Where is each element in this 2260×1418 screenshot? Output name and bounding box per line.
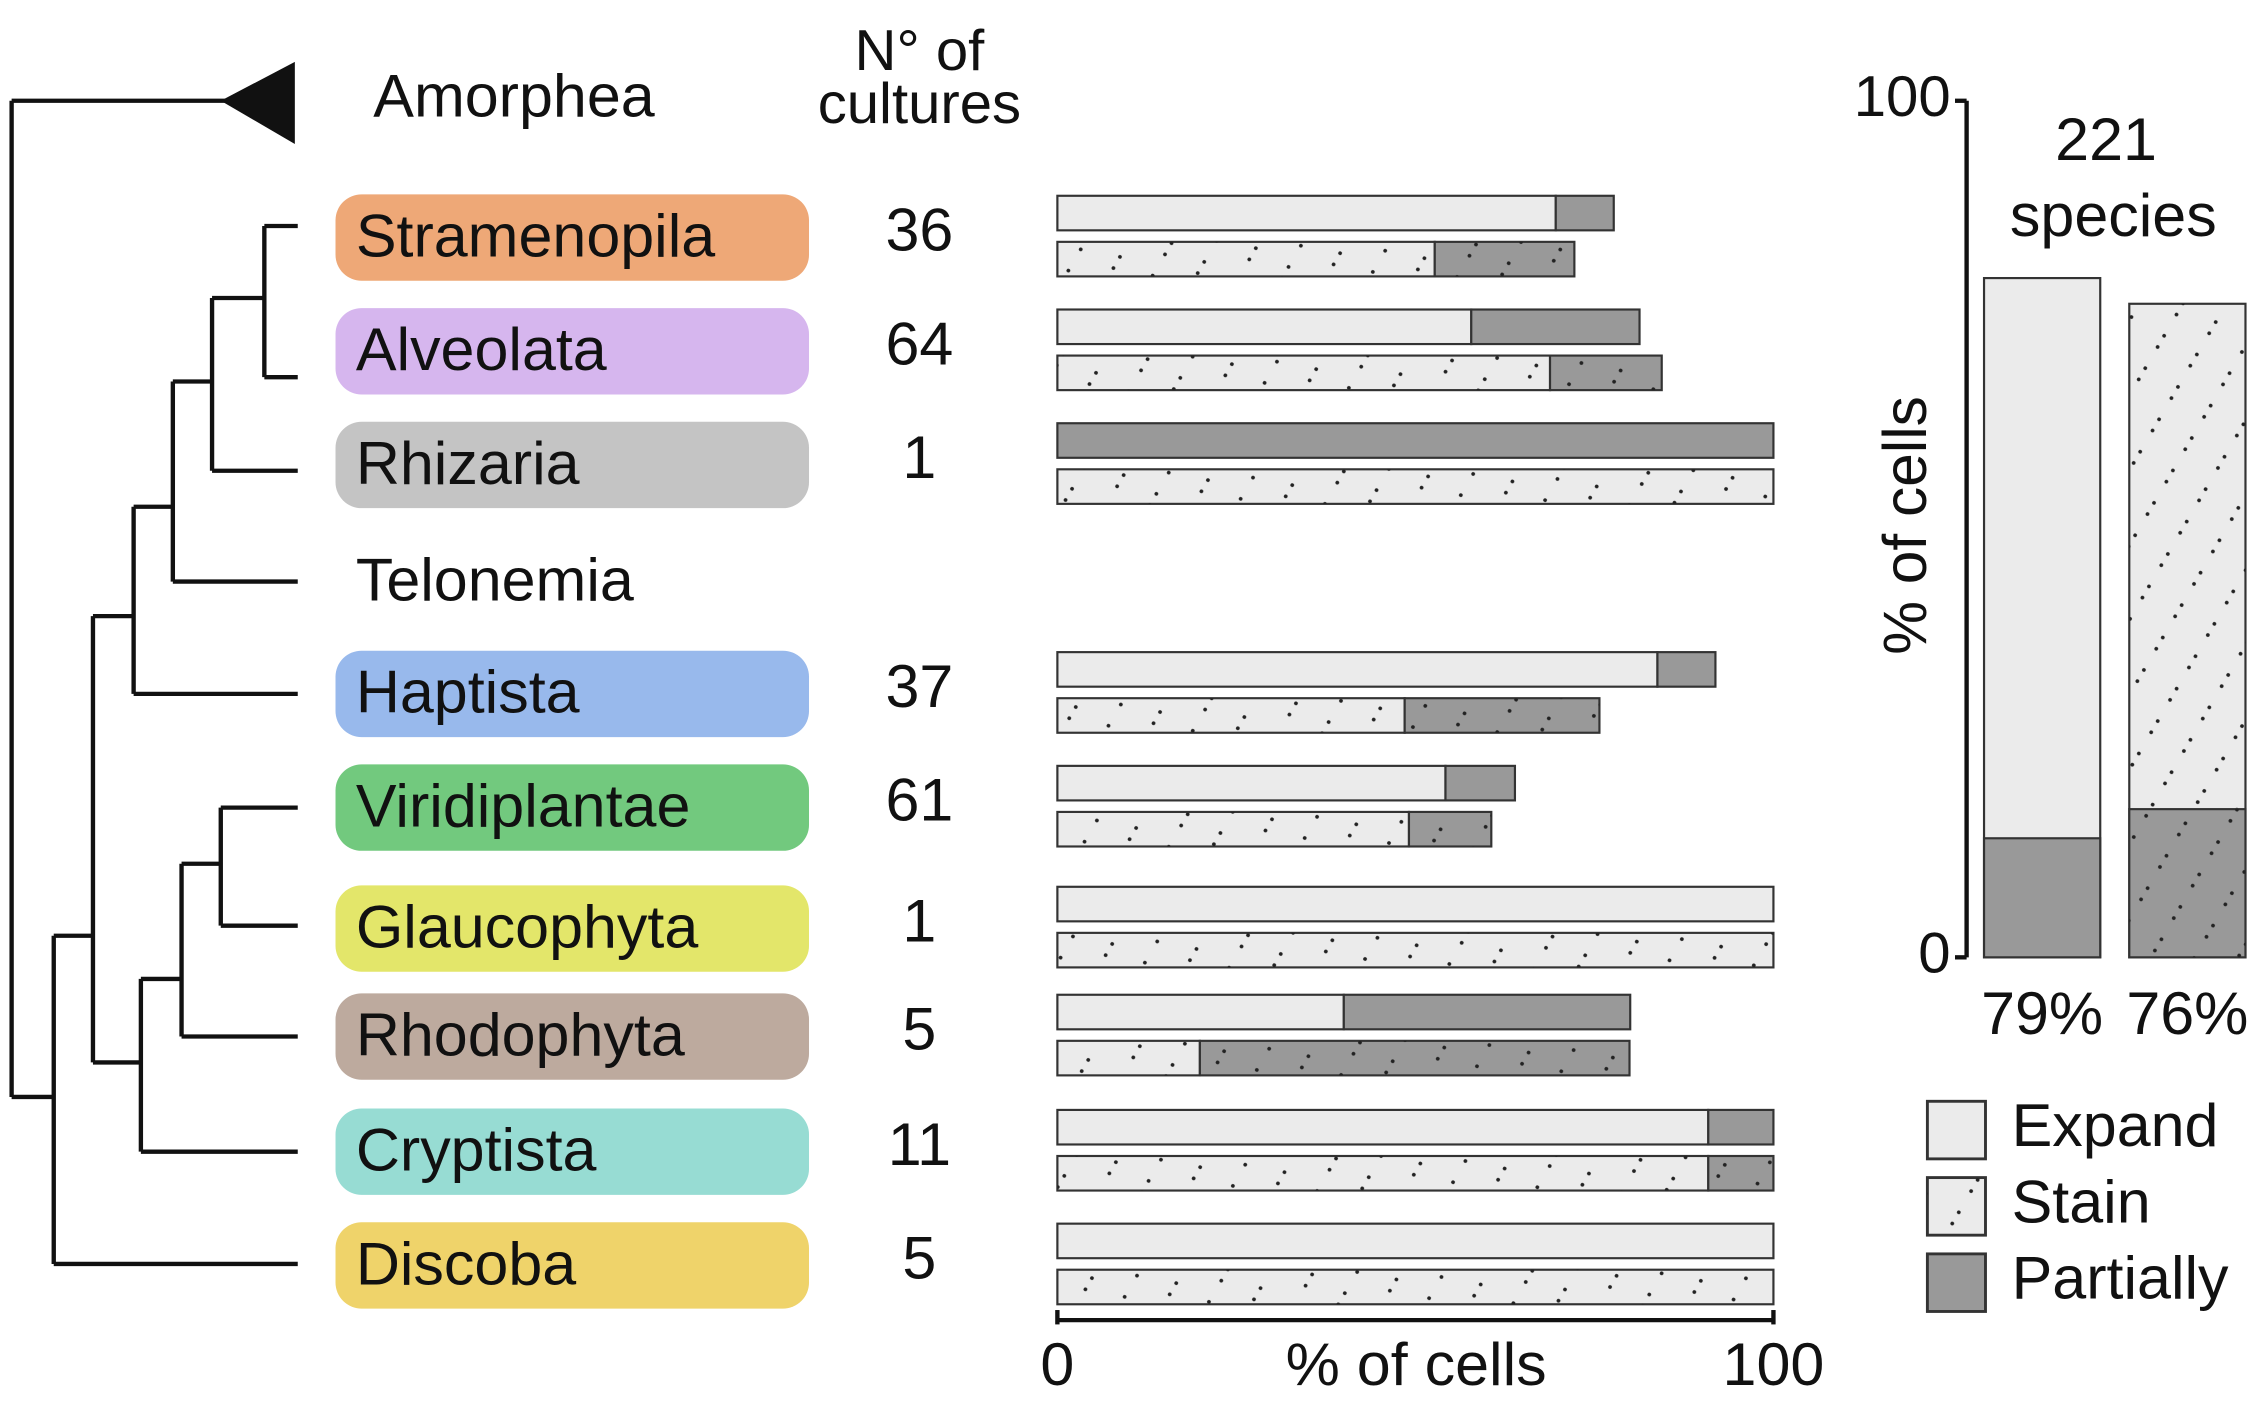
culture-count: 61 xyxy=(885,766,953,834)
clade-label: Discoba xyxy=(356,1230,577,1298)
bar-segment xyxy=(1056,764,1447,802)
bar-segment xyxy=(1056,651,1659,688)
legend-label: Stain xyxy=(2012,1168,2151,1236)
bar-segment-pattern xyxy=(1057,1155,1709,1191)
bar-segment-pattern xyxy=(1057,355,1551,391)
clade-box xyxy=(335,650,810,738)
clade-box xyxy=(335,1108,810,1195)
clade-label: Cryptista xyxy=(356,1116,597,1184)
clade-label: Rhodophyta xyxy=(356,1001,685,1069)
y-axis-label: % of cells xyxy=(1871,396,1939,655)
summary-bar-partial-pattern xyxy=(2129,809,2246,958)
y-tick-label: 100 xyxy=(1854,65,1951,129)
culture-count: 64 xyxy=(885,310,953,378)
bar-segment-partial xyxy=(1444,764,1517,802)
clade-box xyxy=(335,885,810,972)
clade-label: Haptista xyxy=(356,658,580,726)
bar-segment xyxy=(1056,885,1775,923)
outgroup-label: Amorphea xyxy=(373,62,655,130)
bar-segment-partial-pattern xyxy=(1434,241,1575,277)
bar-segment-partial-pattern xyxy=(1404,698,1600,733)
clade-label: Glaucophyta xyxy=(356,893,699,961)
culture-count: 36 xyxy=(885,196,953,264)
clade-box xyxy=(335,421,810,509)
culture-count: 1 xyxy=(902,423,936,491)
culture-count: 5 xyxy=(902,995,936,1063)
bar-segment-partial xyxy=(1656,651,1717,688)
clade-box xyxy=(335,308,810,395)
bar-segment xyxy=(1056,1108,1710,1146)
count-header: N° of xyxy=(855,19,986,83)
clade-label: Alveolata xyxy=(356,315,607,383)
y-tick-label: 0 xyxy=(1918,922,1950,986)
bar-segment-partial xyxy=(1470,308,1641,346)
bar-segment-partial-pattern xyxy=(1708,1155,1774,1191)
legend-label: Partially xyxy=(2012,1244,2230,1312)
bar-segment-pattern xyxy=(1057,811,1409,847)
bar-segment-pattern xyxy=(1057,241,1435,277)
bar-segment-partial-pattern xyxy=(1199,1040,1630,1076)
x-axis-label: % of cells xyxy=(1286,1330,1547,1398)
value-label: 76% xyxy=(2126,979,2248,1047)
summary-bar-partial xyxy=(1982,837,2102,959)
clade-box xyxy=(335,194,810,281)
bar-segment xyxy=(1056,1222,1775,1260)
clade-box xyxy=(335,764,810,851)
bar-segment-pattern xyxy=(1057,469,1774,504)
clade-label: Rhizaria xyxy=(356,429,580,497)
bar-segment-pattern xyxy=(1057,698,1405,733)
x-tick-label: 0 xyxy=(1040,1330,1074,1398)
culture-count: 11 xyxy=(888,1110,951,1178)
bar-segment-pattern xyxy=(1057,1269,1774,1305)
bar-segment xyxy=(1056,194,1557,232)
bar-segment-partial xyxy=(1707,1108,1775,1146)
x-tick-label: 100 xyxy=(1723,1330,1825,1398)
culture-count: 5 xyxy=(902,1224,936,1292)
bar-segment xyxy=(1056,308,1473,346)
legend-swatch-pattern xyxy=(1927,1177,1986,1236)
bar-segment xyxy=(1056,993,1345,1031)
bar-segment-partial xyxy=(1056,422,1775,459)
value-label: 79% xyxy=(1981,979,2103,1047)
bar-segment-pattern xyxy=(1057,1040,1200,1076)
bar-segment-partial xyxy=(1554,194,1615,232)
phylogenetic-tree xyxy=(9,98,298,1267)
bar-segment-partial-pattern xyxy=(1550,355,1662,391)
bar-segment-partial-pattern xyxy=(1408,811,1492,847)
collapsed-clade xyxy=(220,61,295,144)
annotation: species xyxy=(2010,181,2217,249)
legend-label: Expand xyxy=(2012,1091,2219,1159)
clade-label: Viridiplantae xyxy=(356,772,691,840)
bar-segment-partial xyxy=(1342,993,1632,1031)
clade-label: Telonemia xyxy=(356,546,634,614)
clade-box xyxy=(335,1222,810,1309)
count-header: cultures xyxy=(818,72,1021,136)
culture-count: 1 xyxy=(902,887,936,955)
annotation: 221 xyxy=(2055,105,2157,173)
legend-swatch xyxy=(1925,1099,1987,1161)
culture-count: 37 xyxy=(885,652,953,720)
clade-box xyxy=(335,993,810,1080)
clade-label: Stramenopila xyxy=(356,202,716,270)
bar-segment-pattern xyxy=(1057,932,1774,968)
legend-swatch xyxy=(1925,1252,1987,1313)
